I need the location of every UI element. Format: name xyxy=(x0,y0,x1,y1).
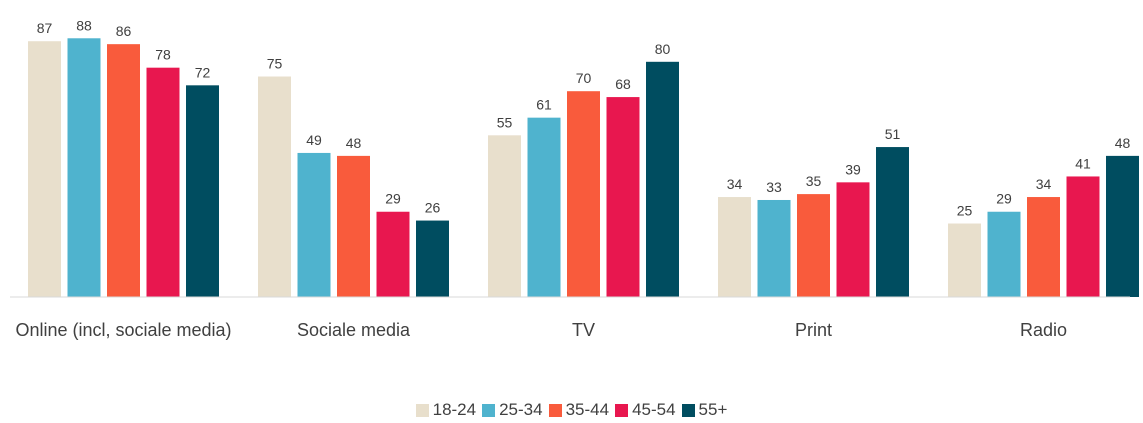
data-label: 87 xyxy=(37,20,53,36)
legend-label: 25-34 xyxy=(499,400,543,419)
bar xyxy=(757,199,791,297)
bar xyxy=(297,152,331,297)
data-label: 34 xyxy=(1036,176,1052,192)
legend-item: 18-24 xyxy=(415,400,477,420)
data-label: 68 xyxy=(615,76,631,92)
x-tick-label: Online (incl, sociale media) xyxy=(15,320,232,340)
bar xyxy=(186,85,219,297)
bar xyxy=(948,223,981,297)
data-label: 80 xyxy=(655,41,671,57)
legend-label: 55+ xyxy=(698,400,728,419)
data-label: 88 xyxy=(76,17,92,33)
legend-label: 35-44 xyxy=(565,400,610,419)
bar xyxy=(606,97,640,297)
data-label: 61 xyxy=(536,97,552,113)
bar xyxy=(797,194,830,297)
bar xyxy=(146,67,180,298)
x-tick-label: Radio xyxy=(1019,320,1068,340)
data-label: 26 xyxy=(425,200,441,216)
legend-label: 18-24 xyxy=(432,400,477,419)
bar xyxy=(416,220,449,297)
data-label: 51 xyxy=(885,126,901,142)
bar xyxy=(876,147,909,297)
legend-label: 45-54 xyxy=(632,400,676,419)
legend-swatch xyxy=(548,403,562,417)
bar xyxy=(258,76,291,297)
legend-swatch xyxy=(415,403,429,417)
data-label: 72 xyxy=(195,64,211,80)
x-tick-label: Sociale media xyxy=(296,320,411,340)
bar xyxy=(67,38,101,297)
data-label: 49 xyxy=(306,132,322,148)
data-label: 35 xyxy=(806,173,822,189)
bar xyxy=(376,211,410,297)
data-label: 34 xyxy=(727,176,743,192)
bar xyxy=(567,91,600,297)
data-label: 29 xyxy=(385,191,401,207)
data-label: 55 xyxy=(497,114,513,130)
legend-item: 35-44 xyxy=(548,400,610,420)
data-label: 48 xyxy=(1115,135,1131,151)
data-label: 70 xyxy=(576,70,592,86)
x-tick-label: TV xyxy=(571,320,595,340)
bar xyxy=(107,44,140,297)
data-label: 39 xyxy=(845,161,861,177)
x-tick-label: Print xyxy=(794,320,832,340)
legend-swatch xyxy=(615,403,629,417)
data-label: 78 xyxy=(155,47,171,63)
data-label: 33 xyxy=(766,179,782,195)
legend-swatch xyxy=(482,403,496,417)
legend: 18-24 25-34 35-44 45-54 55+ xyxy=(0,400,1143,420)
bar xyxy=(718,197,751,297)
bar xyxy=(337,155,370,297)
legend-item: 25-34 xyxy=(482,400,543,420)
bar xyxy=(1106,155,1139,297)
bar xyxy=(646,61,679,297)
data-label: 41 xyxy=(1075,155,1091,171)
bar xyxy=(1027,197,1060,297)
legend-item: 45-54 xyxy=(615,400,676,420)
legend-item: 55+ xyxy=(681,400,728,420)
bar xyxy=(28,41,61,297)
bar xyxy=(527,117,561,297)
bar xyxy=(488,135,521,297)
data-label: 29 xyxy=(996,191,1012,207)
bar xyxy=(987,211,1021,297)
bar xyxy=(836,182,870,297)
data-label: 86 xyxy=(116,23,132,39)
data-label: 75 xyxy=(267,56,283,72)
data-label: 48 xyxy=(346,135,362,151)
legend-swatch xyxy=(681,403,695,417)
bar xyxy=(1066,176,1100,297)
data-label: 25 xyxy=(957,203,973,219)
